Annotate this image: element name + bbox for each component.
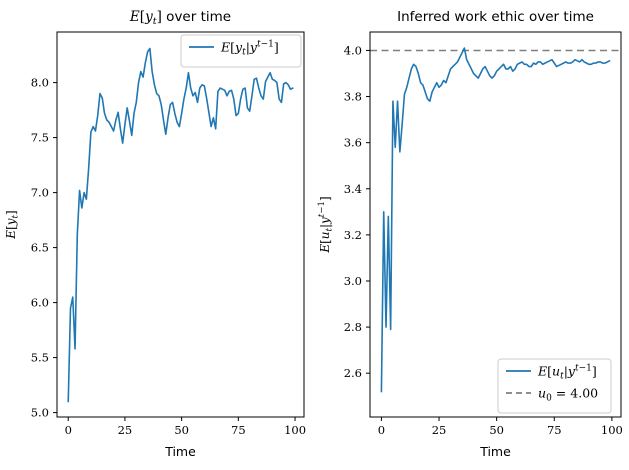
inferred-work-ethic-plot-y-tick-label: 2.8 [344,320,362,334]
expected-output-plot-xlabel: Time [164,444,196,459]
inferred-work-ethic-plot-y-tick-label: 3.6 [344,136,362,150]
inferred-work-ethic-plot-y-tick-label: 3.2 [344,228,362,242]
inferred-work-ethic-plot-y-tick-label: 2.6 [344,366,362,380]
inferred-work-ethic-plot-legend-label-0: E[ut|yt−1] [537,364,597,382]
expected-output-plot-legend: E[yt|yt−1] [180,34,302,68]
expected-output-plot-y-tick-label: 8.0 [31,76,49,90]
expected-output-plot-x-tick-label: 25 [118,423,133,437]
inferred-work-ethic-plot-xlabel: Time [479,444,511,459]
expected-output-plot-y-tick-label: 6.5 [31,241,49,255]
expected-output-plot-ylabel: E[yt] [4,210,21,239]
expected-output-plot-x-tick-label: 100 [284,423,306,437]
inferred-work-ethic-plot: 0 25 50 75 100 2.6 2.8 3.0 3.2 3.4 3.6 3.8 4.0 Inferr… [317,9,623,459]
inferred-work-ethic-plot-series-line-0 [380,47,611,393]
expected-output-plot-ylabel-text: E[yt] [4,210,21,239]
expected-output-plot-axes-frame [56,31,305,418]
expected-output-plot-y-tick-label: 7.5 [31,131,49,145]
inferred-work-ethic-plot-ylabel-text: E[ut|yt−1] [317,196,334,253]
expected-output-plot-y-tick-label: 7.0 [31,186,49,200]
inferred-work-ethic-plot-legend-box [497,358,612,414]
inferred-work-ethic-plot-y-tick-label: 4.0 [344,43,362,57]
inferred-work-ethic-plot-legend-label-1: u0 = 4.00 [538,386,598,404]
expected-output-plot-title: E[yt] over time [129,9,231,27]
expected-output-plot-series-line-0 [67,47,294,403]
expected-output-plot-legend-box [180,34,302,68]
inferred-work-ethic-plot-x-tick-label: 50 [489,423,504,437]
inferred-work-ethic-plot-title: Inferred work ethic over time [397,9,594,25]
inferred-work-ethic-plot-x-tick-label: 0 [378,423,385,437]
expected-output-plot-legend-label-0: E[yt|yt−1] [220,40,279,58]
inferred-work-ethic-plot-y-tick-label: 3.4 [344,182,362,196]
inferred-work-ethic-plot-x-tick-label: 25 [432,423,447,437]
inferred-work-ethic-plot-x-tick-label: 75 [547,423,562,437]
inferred-work-ethic-plot-axes-frame [369,31,622,418]
inferred-work-ethic-plot-x-tick-label: 100 [601,423,623,437]
expected-output-plot-x-tick-label: 0 [65,423,72,437]
inferred-work-ethic-plot-ylabel: E[ut|yt−1] [317,196,334,253]
inferred-work-ethic-plot-y-tick-label: 3.0 [344,274,362,288]
expected-output-plot-y-tick-label: 6.0 [31,296,49,310]
expected-output-plot-x-tick-label: 75 [231,423,246,437]
inferred-work-ethic-plot-legend: E[ut|yt−1] u0 = 4.00 [497,358,612,414]
expected-output-plot-y-tick-label: 5.0 [31,406,49,420]
inferred-work-ethic-plot-y-tick-label: 3.8 [344,90,362,104]
expected-output-plot-y-tick-label: 5.5 [31,351,49,365]
expected-output-plot: 0 25 50 75 100 5.0 5.5 6.0 6.5 7.0 7.5 8.0 E[yt] ove… [4,9,306,459]
expected-output-plot-x-tick-label: 50 [174,423,189,437]
